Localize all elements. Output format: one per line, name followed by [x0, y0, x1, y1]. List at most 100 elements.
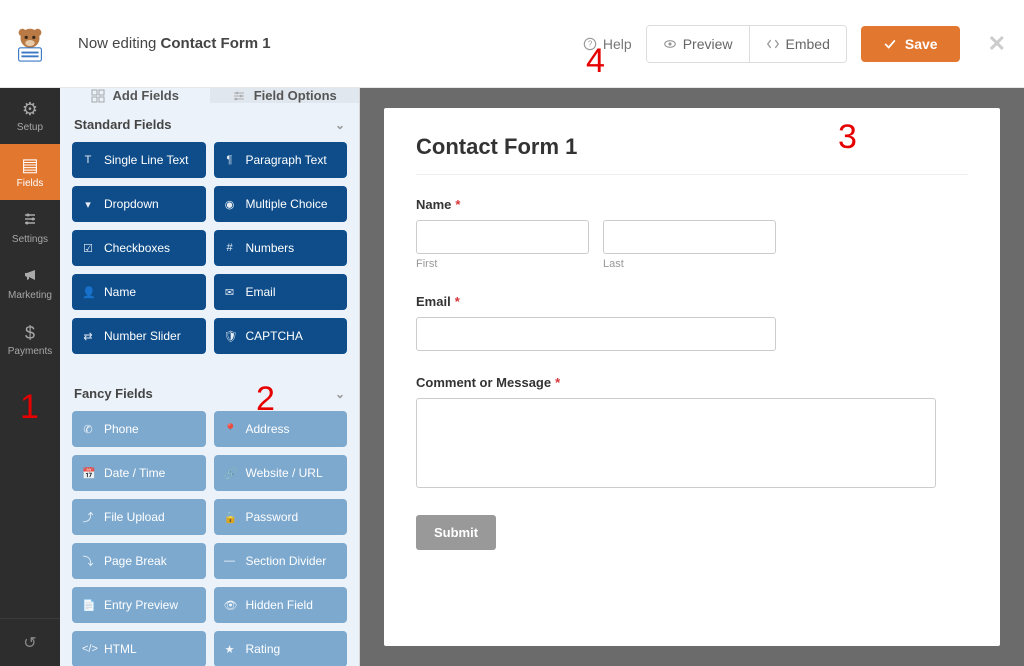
help-link[interactable]: ? Help — [583, 36, 632, 52]
nav-payments[interactable]: $ Payments — [0, 312, 60, 368]
hash-icon: # — [224, 242, 236, 254]
svg-text:?: ? — [588, 39, 593, 48]
divider-icon: — — [224, 555, 236, 567]
field-name[interactable]: 👤 Name — [72, 274, 206, 310]
embed-icon — [766, 37, 780, 51]
field-label: Email — [246, 285, 276, 299]
field-website-url[interactable]: 🔗Website / URL — [214, 455, 348, 491]
field-html[interactable]: </>HTML — [72, 631, 206, 666]
lock-icon: 🔒 — [224, 511, 236, 524]
upload-icon: ⤴ — [82, 509, 94, 525]
field-single-line-text[interactable]: TSingle Line Text — [72, 142, 206, 178]
field-password[interactable]: 🔒Password — [214, 499, 348, 535]
check-icon — [883, 37, 897, 51]
first-sublabel: First — [416, 258, 589, 270]
field-label: Rating — [246, 642, 281, 656]
mail-icon: ✉ — [224, 286, 236, 299]
field-label: Entry Preview — [104, 598, 178, 612]
help-icon: ? — [583, 37, 597, 51]
submit-button[interactable]: Submit — [416, 515, 496, 550]
field-entry-preview[interactable]: 📄 Entry Preview — [72, 587, 206, 623]
section-fancy-head[interactable]: Fancy Fields ⌄ — [60, 372, 359, 411]
calendar-icon: 📅 — [82, 467, 94, 480]
user-icon: 👤 — [82, 286, 94, 299]
bullhorn-icon — [22, 267, 38, 286]
field-captcha[interactable]: 🛡CAPTCHA — [214, 318, 348, 354]
nav-marketing[interactable]: Marketing — [0, 256, 60, 312]
embed-label: Embed — [786, 36, 830, 52]
field-file-upload[interactable]: ⤴File Upload — [72, 499, 206, 535]
form-title-rule — [416, 174, 968, 175]
gear-icon: ⚙ — [22, 100, 38, 118]
topbar: Now editing Contact Form 1 ? Help Previe… — [0, 0, 1024, 88]
form-name: Contact Form 1 — [161, 35, 271, 52]
field-paragraph-text[interactable]: ¶Paragraph Text — [214, 142, 348, 178]
nav-fields[interactable]: ▤ Fields — [0, 144, 60, 200]
field-section-divider[interactable]: — Section Divider — [214, 543, 348, 579]
field-label: Checkboxes — [104, 241, 170, 255]
standard-fields-grid: TSingle Line Text ¶Paragraph Text ▾Dropd… — [60, 142, 359, 368]
field-label: Name — [104, 285, 136, 299]
slider-icon: ⇄ — [82, 330, 94, 343]
message-label-wrap: Comment or Message * — [416, 375, 968, 390]
field-label: CAPTCHA — [246, 329, 303, 343]
save-label: Save — [905, 36, 938, 52]
form-preview-card: Contact Form 1 Name* First Last — [384, 108, 1000, 646]
field-multiple-choice[interactable]: ◉Multiple Choice — [214, 186, 348, 222]
field-dropdown[interactable]: ▾Dropdown — [72, 186, 206, 222]
field-hidden-field[interactable]: 👁Hidden Field — [214, 587, 348, 623]
tab-field-options-label: Field Options — [254, 88, 337, 103]
field-label: Website / URL — [246, 466, 323, 480]
form-field-message[interactable]: Comment or Message * — [416, 375, 968, 491]
mascot-icon — [11, 25, 49, 63]
email-input[interactable] — [416, 317, 776, 351]
close-button[interactable]: ✕ — [988, 31, 1006, 57]
field-label: Dropdown — [104, 197, 159, 211]
field-label: Number Slider — [104, 329, 181, 343]
preview-button[interactable]: Preview — [647, 26, 749, 62]
pagebreak-icon: ⤵ — [82, 553, 94, 569]
save-button[interactable]: Save — [861, 26, 960, 62]
first-name-input[interactable] — [416, 220, 589, 254]
history-icon: ↺ — [23, 633, 36, 653]
embed-button[interactable]: Embed — [749, 26, 846, 62]
form-field-name[interactable]: Name* First Last — [416, 197, 968, 270]
pin-icon: 📍 — [224, 423, 236, 436]
doc-icon: 📄 — [82, 599, 94, 612]
last-name-input[interactable] — [603, 220, 776, 254]
field-label: Numbers — [246, 241, 295, 255]
nav-setup[interactable]: ⚙ Setup — [0, 88, 60, 144]
required-asterisk: * — [455, 197, 460, 212]
field-phone[interactable]: ✆Phone — [72, 411, 206, 447]
name-label: Name — [416, 197, 451, 212]
field-page-break[interactable]: ⤵Page Break — [72, 543, 206, 579]
nav-history[interactable]: ↺ — [0, 618, 60, 666]
tab-add-fields[interactable]: Add Fields — [60, 88, 210, 103]
field-rating[interactable]: ★Rating — [214, 631, 348, 666]
required-asterisk: * — [555, 375, 560, 390]
field-address[interactable]: 📍Address — [214, 411, 348, 447]
field-checkboxes[interactable]: ☑Checkboxes — [72, 230, 206, 266]
section-standard-head[interactable]: Standard Fields ⌄ — [60, 103, 359, 142]
page-title: Now editing Contact Form 1 — [60, 35, 583, 52]
field-number-slider[interactable]: ⇄ Number Slider — [72, 318, 206, 354]
editing-prefix: Now editing — [78, 35, 161, 52]
tab-field-options[interactable]: Field Options — [210, 88, 360, 103]
sliders-icon — [22, 211, 38, 230]
field-email[interactable]: ✉ Email — [214, 274, 348, 310]
field-numbers[interactable]: # Numbers — [214, 230, 348, 266]
message-textarea[interactable] — [416, 398, 936, 488]
form-field-email[interactable]: Email * — [416, 294, 968, 351]
field-date-time[interactable]: 📅Date / Time — [72, 455, 206, 491]
message-label: Comment or Message — [416, 375, 551, 390]
nav-settings[interactable]: Settings — [0, 200, 60, 256]
sliders-small-icon — [232, 89, 246, 103]
field-label: Section Divider — [246, 554, 327, 568]
required-asterisk: * — [455, 294, 460, 309]
top-actions: ? Help Preview Embed Save — [583, 25, 1006, 63]
email-label: Email — [416, 294, 451, 309]
code-icon: </> — [82, 643, 94, 655]
preview-embed-group: Preview Embed — [646, 25, 847, 63]
section-standard-title: Standard Fields — [74, 117, 172, 132]
dollar-icon: $ — [25, 324, 35, 342]
